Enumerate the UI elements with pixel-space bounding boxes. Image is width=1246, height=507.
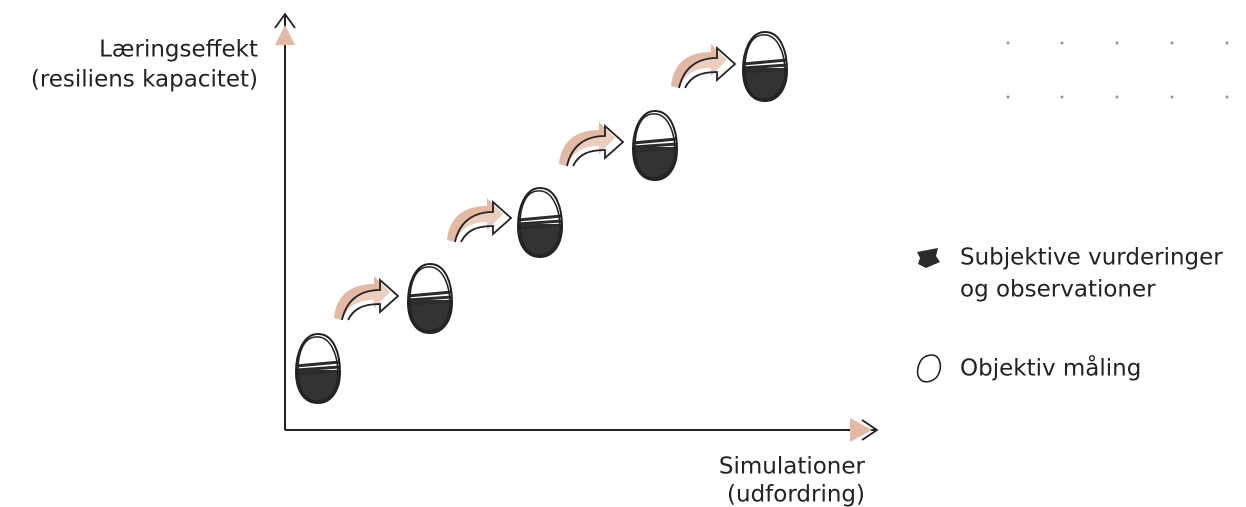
legend-label: og observationer xyxy=(960,277,1156,303)
y-axis-head xyxy=(275,25,295,45)
x-axis-label: Simulationer xyxy=(719,454,866,480)
progress-arrow xyxy=(447,198,511,242)
egg xyxy=(633,111,677,181)
legend-icon-objective xyxy=(918,355,941,382)
y-axis-label: Læringseffekt xyxy=(99,37,258,63)
legend-label: Objektiv måling xyxy=(960,354,1141,382)
egg xyxy=(408,264,452,334)
diagram: Læringseffekt (resiliens kapacitet) Simu… xyxy=(0,0,1246,507)
x-axis-label: (udfordring) xyxy=(727,482,865,507)
progress-arrow xyxy=(334,276,398,320)
egg xyxy=(296,334,340,404)
x-axis-head xyxy=(850,418,872,442)
egg xyxy=(743,32,787,102)
egg xyxy=(518,188,562,258)
dot-grid xyxy=(1007,42,1229,99)
progress-arrow xyxy=(559,122,623,166)
progress-arrow xyxy=(671,44,735,88)
legend-label: Subjektive vurderinger xyxy=(960,245,1223,271)
legend-icon-subjective xyxy=(917,248,940,268)
y-axis-label: (resiliens kapacitet) xyxy=(31,67,258,93)
